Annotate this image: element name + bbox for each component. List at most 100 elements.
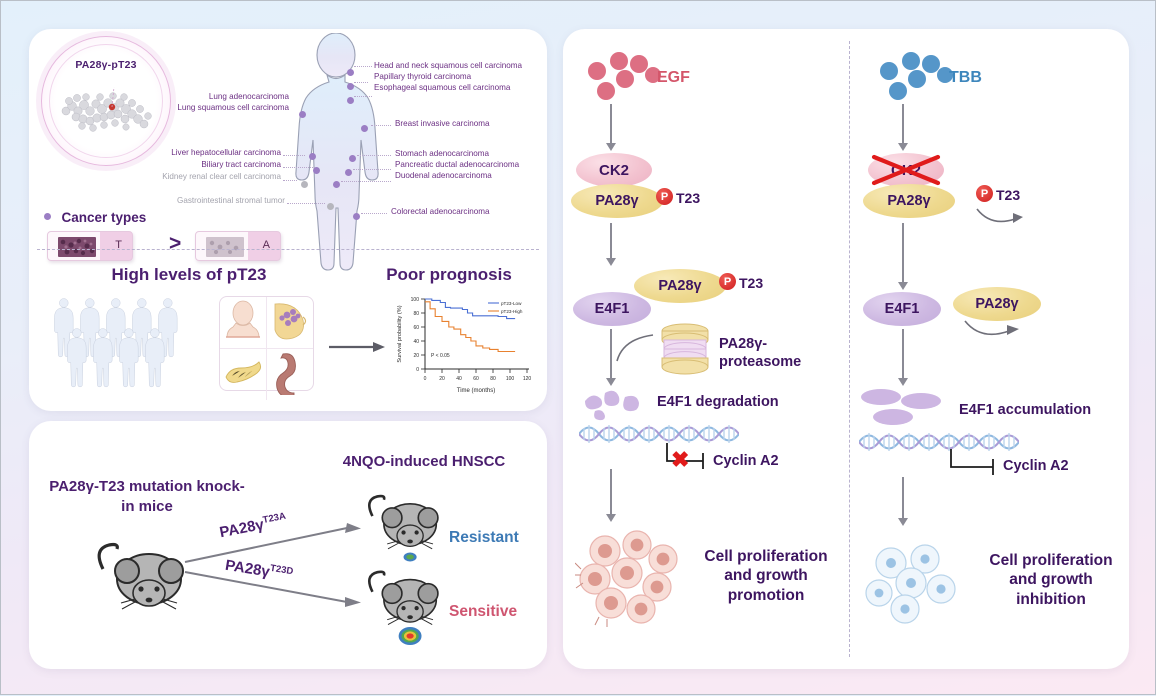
- cancer-label-esophageal: Esophageal squamous cell carcinoma: [374, 83, 511, 92]
- chart-pvalue: P < 0.05: [431, 353, 450, 359]
- leader-line: [283, 167, 313, 168]
- cancer-label-gist: Gastrointestinal stromal tumor: [177, 196, 285, 205]
- human-body-diagram: [261, 32, 411, 273]
- cancer-dot-kidney: [301, 181, 308, 188]
- inhibition-connector-left: [666, 443, 704, 469]
- svg-text:20: 20: [413, 353, 419, 359]
- leader-line: [287, 203, 325, 204]
- outcome-label-right: Cell proliferation and growth inhibition: [989, 552, 1113, 608]
- survival-plot: 0 20 40 60 80 100 0 20 40 60 80 100 120 Time (mo…: [397, 297, 532, 394]
- arrow-head: [897, 282, 908, 290]
- outcome-label-left: Cell proliferation and growth promotion: [704, 548, 828, 604]
- ihc-image-tumor: [58, 237, 96, 257]
- cancer-types-legend: Cancer types: [44, 209, 146, 227]
- proliferating-cells-icon: [575, 530, 678, 627]
- chart-xlabel: Time (months): [457, 388, 495, 394]
- cancer-label-kidney: Kidney renal clear cell carcinoma: [162, 172, 281, 181]
- proteasome-curve: [616, 334, 654, 362]
- cancer-dot-duodenal: [333, 181, 340, 188]
- ihc-image-adjacent: [206, 237, 244, 257]
- release-arrow-pa28g: [964, 320, 1019, 336]
- cancer-label-lung-adeno: Lung adenocarcinoma: [208, 92, 289, 101]
- organ-icon-grid: [219, 296, 314, 400]
- degraded-e4f1-fragments-icon: [585, 390, 639, 421]
- pathway-divider: [849, 41, 850, 657]
- organ-cell-stomach: [267, 349, 313, 400]
- overview-panel: PA28γ-pT23: [29, 29, 547, 411]
- phospho-badge-complex-left: P: [719, 273, 736, 290]
- t23-label-complex-left: T23: [739, 275, 764, 291]
- organ-cell-breast: [267, 297, 313, 349]
- phospho-badge-right: P: [976, 185, 993, 202]
- e4f1-degradation-label: E4F1 degradation: [657, 394, 779, 410]
- svg-text:120: 120: [523, 376, 532, 382]
- arrow-head: [605, 514, 616, 522]
- cancer-dot-pancreatic: [345, 169, 352, 176]
- pa28g-oval-left: PA28γ: [571, 184, 663, 218]
- e4f1-oval-right: E4F1: [863, 292, 941, 326]
- proteasome-label: PA28γ-proteasome: [719, 336, 802, 371]
- ihc-label-adjacent: A: [262, 239, 270, 251]
- pancreas-organ-icon: [225, 361, 262, 383]
- red-x-cyclin-left: ✖: [671, 447, 690, 472]
- arrow-head: [605, 378, 616, 386]
- pa28g-oval-complex-left: PA28γ: [634, 269, 726, 303]
- arrow-head: [605, 143, 616, 151]
- arrow-to-outcome-left: [610, 469, 612, 517]
- stomach-organ-icon: [276, 353, 296, 399]
- release-arrow-t23: [976, 208, 1023, 223]
- svg-text:80: 80: [490, 376, 496, 382]
- arrow-head: [897, 378, 908, 386]
- sensitive-mouse-icon: [368, 570, 439, 645]
- arrow-e4f1-to-degradation: [610, 329, 612, 381]
- legend-label-low: pT23-Low: [501, 301, 522, 306]
- body-silhouette-icon: [295, 32, 379, 271]
- arrow-tbb-to-ck2: [902, 104, 904, 146]
- egf-ligand-icon: [588, 52, 661, 100]
- cancer-dot-thyroid: [347, 83, 354, 90]
- cancer-dot-esophageal: [347, 97, 354, 104]
- pa28g-oval-right: PA28γ: [863, 184, 955, 218]
- organ-cell-pancreas: [220, 349, 267, 400]
- svg-text:20: 20: [439, 376, 445, 382]
- leader-line: [354, 66, 372, 67]
- egf-label: EGF: [657, 69, 690, 86]
- prognosis-arrow-icon: [329, 342, 385, 352]
- large-red-marker: [398, 627, 422, 645]
- cancer-label-colorectal: Colorectal adenocarcinoma: [391, 207, 490, 216]
- mouse-model-panel: PA28γ-T23 mutation knock-in mice 4NQO-in…: [29, 421, 547, 669]
- cancer-label-lung-squamous: Lung squamous cell carcinoma: [177, 103, 289, 112]
- pa28g-proteasome-icon: [661, 323, 709, 375]
- cyclin-a2-label-right: Cyclin A2: [1003, 458, 1069, 474]
- parent-mouse-icon: [97, 542, 184, 610]
- arrow-egf-to-ck2: [610, 104, 612, 146]
- poor-prognosis-heading: Poor prognosis: [386, 265, 512, 284]
- leader-line: [361, 213, 387, 214]
- cancer-label-breast: Breast invasive carcinoma: [395, 119, 490, 128]
- cancer-dot-lung: [299, 111, 306, 118]
- legend-label-high: pT23-High: [501, 309, 523, 314]
- svg-text:100: 100: [506, 376, 515, 382]
- leader-line: [353, 169, 391, 170]
- inhibition-connector-right: [950, 449, 994, 475]
- accumulated-e4f1-icon: [861, 389, 941, 425]
- arrow-to-outcome-right: [902, 477, 904, 521]
- e4f1-oval-left: E4F1: [573, 292, 651, 326]
- breast-organ-icon: [274, 303, 307, 340]
- survival-curve-low: [425, 298, 516, 320]
- leader-line: [283, 180, 297, 181]
- leader-line: [354, 96, 372, 97]
- cancer-dot-gist: [327, 203, 334, 210]
- inhibited-cells-icon: [865, 544, 956, 624]
- protein-structure-circle: PA28γ-pT23: [41, 36, 171, 166]
- ck2-oval-left: CK2: [576, 153, 652, 187]
- svg-text:60: 60: [413, 325, 419, 331]
- cancer-label-biliary: Biliary tract carcinoma: [201, 160, 281, 169]
- svg-text:0: 0: [424, 376, 427, 382]
- protein-label: PA28γ-pT23: [75, 59, 137, 71]
- cancer-dot-breast: [361, 125, 368, 132]
- resistant-label: Resistant: [449, 529, 519, 546]
- organ-cell-head-neck: [220, 297, 267, 349]
- arrow-head: [897, 518, 908, 526]
